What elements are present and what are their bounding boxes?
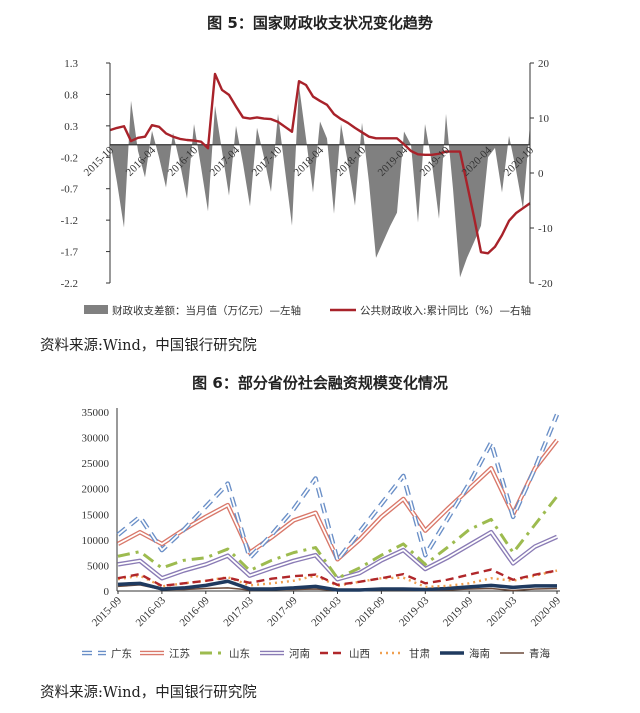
revenue-growth-line xyxy=(109,72,531,255)
y-tick-label: 0 xyxy=(104,586,110,598)
legend-label: 山西 xyxy=(349,648,370,660)
left-tick-label: -1.7 xyxy=(61,247,79,259)
right-tick-label: -20 xyxy=(538,278,553,290)
series-line-山西 xyxy=(117,568,558,588)
series-line-海南 xyxy=(117,579,557,592)
x-tick-label: 2019-03 xyxy=(397,594,432,629)
series-line-广东 xyxy=(116,413,560,563)
fiscal-balance-area xyxy=(110,85,530,278)
fiscal-balance-chart: 1.3 0.8 0.3 -0.2 -0.7 -1.2 -1.7 -2.2 20 10 0 -10 -20… xyxy=(61,58,554,317)
y-tick-label: 10000 xyxy=(82,535,110,547)
right-tick-label: 10 xyxy=(538,113,550,125)
x-tick-label: 2020-03 xyxy=(485,594,520,629)
legend-label-fiscal-balance: 财政收支差额：当月值（万亿元）—左轴 xyxy=(112,304,301,317)
series-line-江苏-inner xyxy=(117,439,558,561)
series-line-广东-inner xyxy=(117,414,558,562)
left-tick-label: 0.3 xyxy=(64,121,78,133)
series-line-山东 xyxy=(117,495,559,580)
left-tick-label: -0.7 xyxy=(61,184,79,196)
legend-label: 山东 xyxy=(229,647,250,660)
x-tick-label: 2017-09 xyxy=(265,594,300,629)
series-line-河南-inner xyxy=(117,531,558,581)
left-tick-label: 0.8 xyxy=(64,89,78,101)
left-tick-label: -2.2 xyxy=(61,278,78,290)
figure6-source: 资料来源:Wind，中国银行研究院 xyxy=(40,685,257,701)
x-tick-label: 2019-09 xyxy=(441,594,476,629)
figure6-title: 图 6：部分省份社会融资规模变化情况 xyxy=(192,374,448,392)
x-tick-label: 2015-09 xyxy=(90,594,125,629)
right-tick-label: 0 xyxy=(538,168,544,180)
legend-label: 甘肃 xyxy=(409,647,430,660)
left-tick-label: -0.2 xyxy=(61,152,78,164)
right-tick-label: 20 xyxy=(538,58,550,70)
x-tick-label: 2018-03 xyxy=(309,594,344,629)
x-tick-label: 2016-09 xyxy=(178,594,213,629)
y-tick-label: 5000 xyxy=(87,560,110,572)
figure5-source: 资料来源:Wind，中国银行研究院 xyxy=(40,338,257,354)
legend-swatch-fiscal-balance xyxy=(84,305,108,314)
y-tick-label: 15000 xyxy=(82,509,110,521)
right-tick-label: -10 xyxy=(538,223,553,235)
left-tick-label: -1.2 xyxy=(61,215,78,227)
legend-label: 广东 xyxy=(111,647,132,660)
x-tick-label: 2017-03 xyxy=(221,594,256,629)
y-tick-label: 35000 xyxy=(82,407,110,419)
x-tick-label: 2018-09 xyxy=(353,594,388,629)
y-tick-label: 30000 xyxy=(82,433,110,445)
legend-label: 海南 xyxy=(469,647,490,660)
legend-label-revenue-growth: 公共财政收入:累计同比（%）—右轴 xyxy=(360,304,531,317)
figure5-title: 图 5：国家财政收支状况变化趋势 xyxy=(207,14,433,32)
left-tick-label: 1.3 xyxy=(64,58,78,70)
y-tick-label: 20000 xyxy=(82,484,110,496)
x-tick-label: 2016-03 xyxy=(134,594,169,629)
x-tick-label: 2020-09 xyxy=(529,594,564,629)
legend-label: 江苏 xyxy=(169,647,190,660)
y-tick-label: 25000 xyxy=(82,458,110,470)
legend-label: 青海 xyxy=(529,647,550,660)
series-line-江苏 xyxy=(116,438,559,562)
legend-label: 河南 xyxy=(289,647,310,660)
